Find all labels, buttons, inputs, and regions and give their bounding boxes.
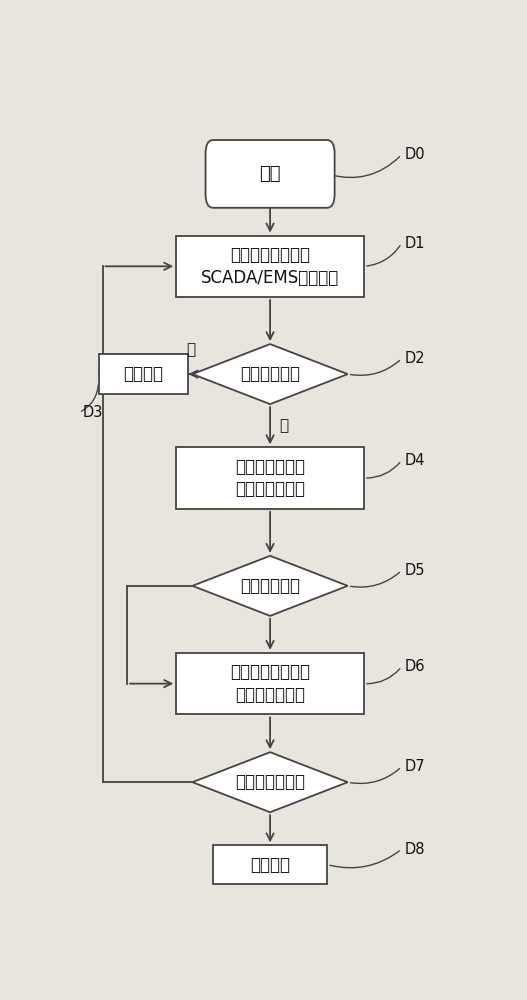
Text: 是: 是 bbox=[279, 418, 288, 433]
Text: 开始: 开始 bbox=[259, 165, 281, 183]
Text: D6: D6 bbox=[405, 659, 425, 674]
Text: D4: D4 bbox=[405, 453, 425, 468]
Text: 比对每条规则的点
信息与告警信号: 比对每条规则的点 信息与告警信号 bbox=[230, 663, 310, 704]
Text: D5: D5 bbox=[405, 563, 425, 578]
Text: 否: 否 bbox=[186, 342, 195, 357]
FancyBboxPatch shape bbox=[206, 140, 335, 208]
Bar bbox=[213, 845, 327, 884]
Bar bbox=[176, 653, 364, 714]
Bar bbox=[176, 235, 364, 297]
Bar bbox=[176, 447, 364, 509]
Text: D2: D2 bbox=[405, 351, 425, 366]
Polygon shape bbox=[192, 752, 348, 812]
Bar bbox=[99, 354, 189, 394]
Text: 读取经过预处理的
SCADA/EMS实时数据: 读取经过预处理的 SCADA/EMS实时数据 bbox=[201, 246, 339, 287]
Polygon shape bbox=[192, 344, 348, 404]
Text: 基于智能告警规
则库的告警分析: 基于智能告警规 则库的告警分析 bbox=[235, 458, 305, 498]
Text: 被关注信号？: 被关注信号？ bbox=[240, 365, 300, 383]
Text: 丢弃信号: 丢弃信号 bbox=[123, 365, 163, 383]
Polygon shape bbox=[192, 556, 348, 616]
Text: D0: D0 bbox=[405, 147, 425, 162]
Text: D1: D1 bbox=[405, 236, 425, 251]
Text: D3: D3 bbox=[82, 405, 103, 420]
Text: D8: D8 bbox=[405, 842, 425, 857]
Text: 是否有结论？: 是否有结论？ bbox=[240, 577, 300, 595]
Text: D7: D7 bbox=[405, 759, 425, 774]
Text: 规则是否触发？: 规则是否触发？ bbox=[235, 773, 305, 791]
Text: 告警输出: 告警输出 bbox=[250, 856, 290, 874]
